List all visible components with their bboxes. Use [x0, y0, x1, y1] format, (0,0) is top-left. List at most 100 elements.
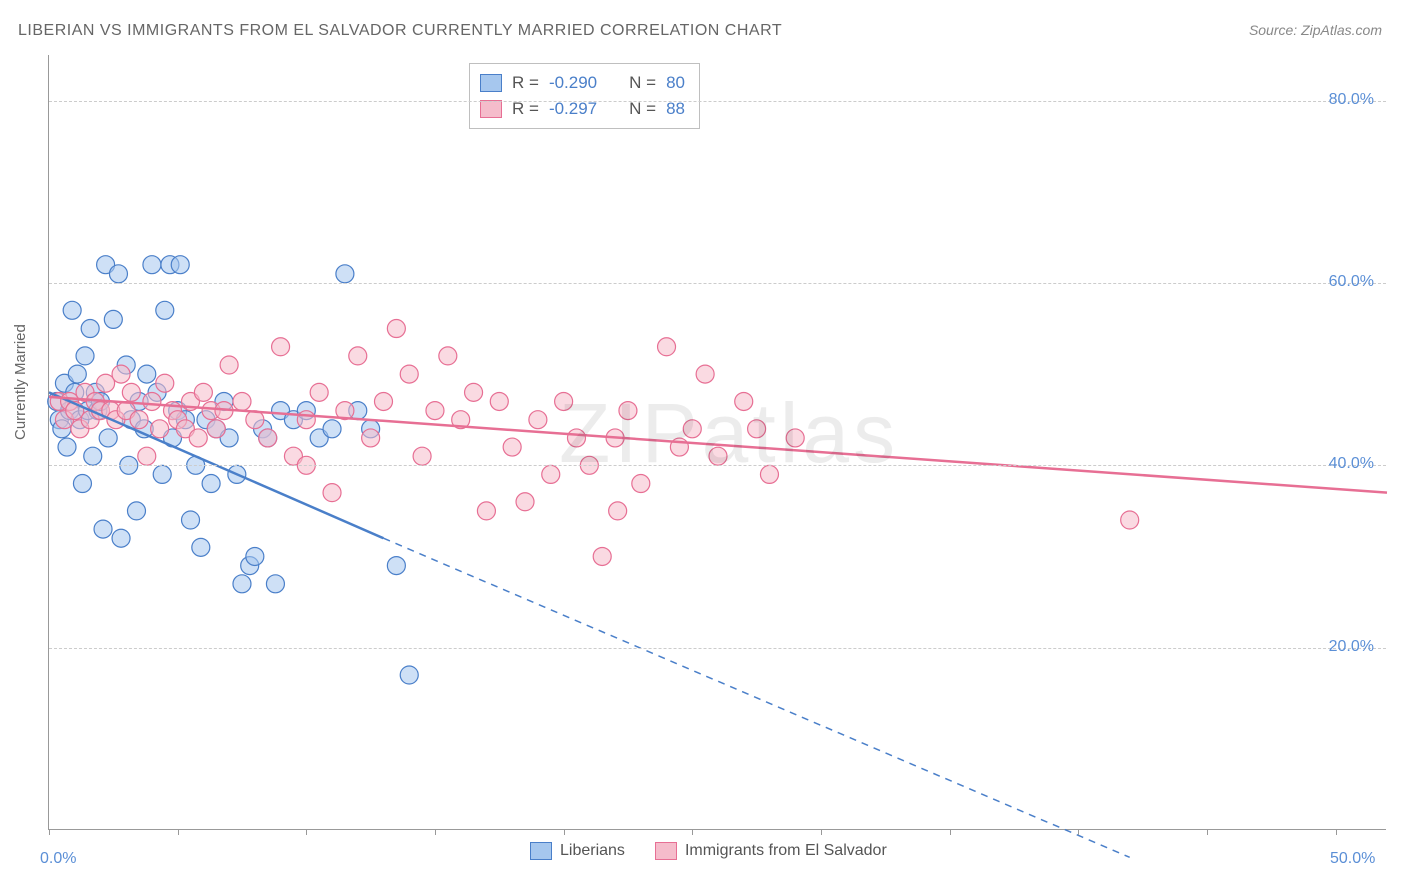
x-max-label: 50.0% [1330, 850, 1375, 868]
data-point [58, 438, 76, 456]
x-tick [49, 829, 50, 835]
n-label: N = [629, 99, 656, 119]
data-point [760, 465, 778, 483]
series-legend: Liberians Immigrants from El Salvador [530, 842, 887, 860]
y-tick-label: 20.0% [1329, 638, 1374, 656]
data-point [156, 301, 174, 319]
swatch-icon [530, 842, 552, 860]
data-point [632, 475, 650, 493]
r-label: R = [512, 99, 539, 119]
x-tick [1207, 829, 1208, 835]
data-point [99, 429, 117, 447]
data-point [555, 392, 573, 410]
data-point [593, 547, 611, 565]
data-point [683, 420, 701, 438]
data-point [233, 392, 251, 410]
data-point [490, 392, 508, 410]
data-point [266, 575, 284, 593]
data-point [73, 475, 91, 493]
data-point [567, 429, 585, 447]
data-point [192, 538, 210, 556]
source-credit: Source: ZipAtlas.com [1249, 22, 1382, 38]
x-tick [1336, 829, 1337, 835]
x-min-label: 0.0% [40, 850, 76, 868]
data-point [387, 557, 405, 575]
data-point [542, 465, 560, 483]
y-tick-label: 40.0% [1329, 455, 1374, 473]
x-tick [1078, 829, 1079, 835]
data-point [477, 502, 495, 520]
r-value: -0.297 [549, 99, 597, 119]
data-point [609, 502, 627, 520]
data-point [349, 347, 367, 365]
data-point [323, 484, 341, 502]
data-point [81, 320, 99, 338]
gridline-h [49, 101, 1386, 102]
data-point [220, 356, 238, 374]
data-point [259, 429, 277, 447]
data-point [619, 402, 637, 420]
swatch-icon [655, 842, 677, 860]
data-point [503, 438, 521, 456]
x-tick [821, 829, 822, 835]
data-point [272, 338, 290, 356]
legend-label: Immigrants from El Salvador [685, 842, 887, 860]
data-point [336, 265, 354, 283]
data-point [112, 529, 130, 547]
legend-label: Liberians [560, 842, 625, 860]
data-point [109, 265, 127, 283]
y-tick-label: 80.0% [1329, 91, 1374, 109]
data-point [153, 465, 171, 483]
swatch-icon [480, 100, 502, 118]
y-tick-label: 60.0% [1329, 273, 1374, 291]
data-point [202, 475, 220, 493]
data-point [735, 392, 753, 410]
data-point [194, 383, 212, 401]
data-point [297, 411, 315, 429]
data-point [1121, 511, 1139, 529]
data-point [233, 575, 251, 593]
data-point [465, 383, 483, 401]
n-value: 80 [666, 73, 685, 93]
data-point [63, 301, 81, 319]
stats-row: R =-0.290N =80 [480, 70, 685, 96]
data-point [84, 447, 102, 465]
data-point [76, 347, 94, 365]
data-point [127, 502, 145, 520]
legend-item: Immigrants from El Salvador [655, 842, 887, 860]
data-point [426, 402, 444, 420]
data-point [786, 429, 804, 447]
data-point [138, 447, 156, 465]
trend-line [49, 397, 1387, 493]
x-tick [564, 829, 565, 835]
chart-title: LIBERIAN VS IMMIGRANTS FROM EL SALVADOR … [18, 22, 782, 40]
data-point [439, 347, 457, 365]
data-point [529, 411, 547, 429]
data-point [696, 365, 714, 383]
data-point [362, 429, 380, 447]
data-point [207, 420, 225, 438]
data-point [138, 365, 156, 383]
r-label: R = [512, 73, 539, 93]
swatch-icon [480, 74, 502, 92]
x-tick [950, 829, 951, 835]
x-tick [435, 829, 436, 835]
data-point [151, 420, 169, 438]
data-point [122, 383, 140, 401]
data-point [68, 365, 86, 383]
gridline-h [49, 283, 1386, 284]
data-point [246, 547, 264, 565]
data-point [104, 310, 122, 328]
data-point [748, 420, 766, 438]
data-point [94, 520, 112, 538]
data-point [400, 666, 418, 684]
data-point [112, 365, 130, 383]
x-tick [692, 829, 693, 835]
legend-item: Liberians [530, 842, 625, 860]
data-point [709, 447, 727, 465]
plot-area: ZIPatlas R =-0.290N =80R =-0.297N =88 20… [48, 55, 1386, 830]
trend-line-extrapolated [384, 538, 1130, 857]
data-point [143, 392, 161, 410]
x-tick [306, 829, 307, 835]
n-value: 88 [666, 99, 685, 119]
